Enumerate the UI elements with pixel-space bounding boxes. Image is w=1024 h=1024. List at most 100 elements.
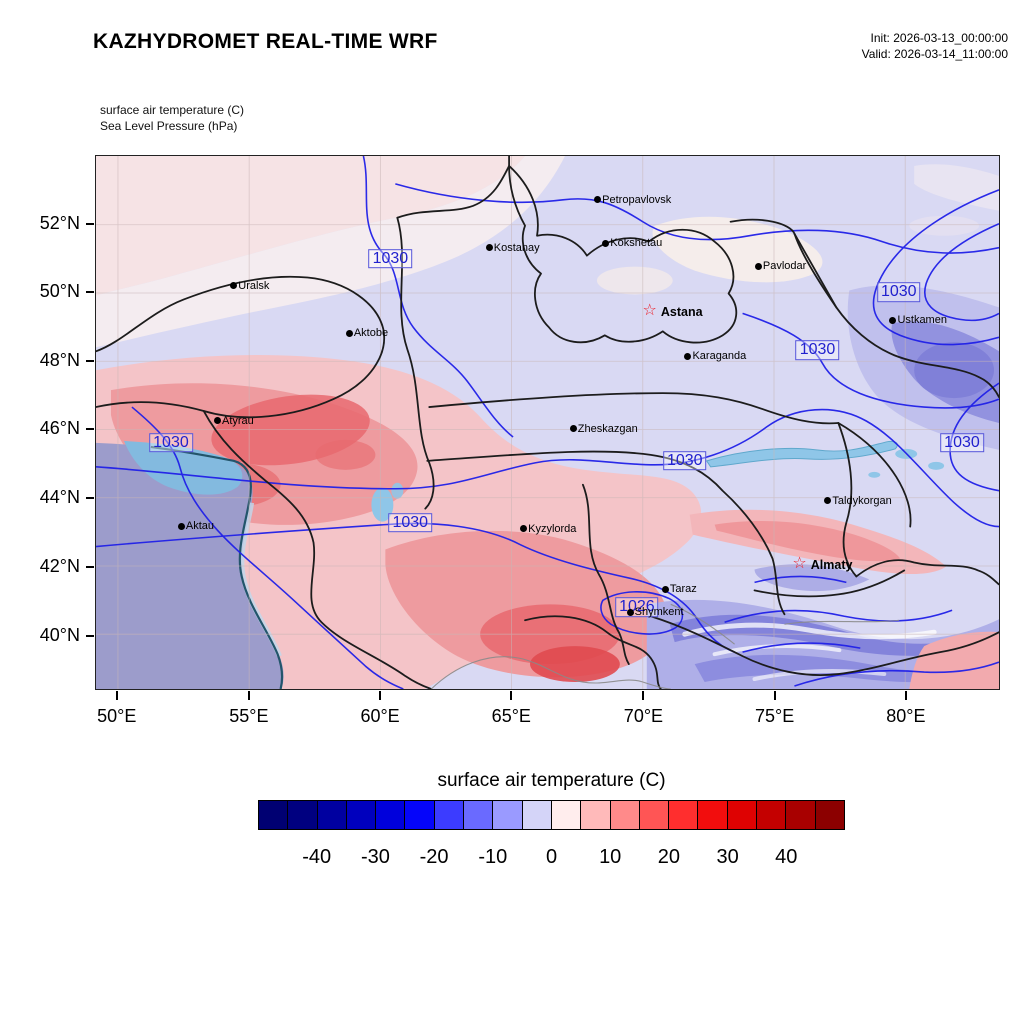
colorbar-segment-17 [757, 801, 787, 829]
x-axis-label: 75°E [755, 706, 795, 726]
city-marker-shymkent: Shymkent [626, 606, 684, 619]
y-axis-label: 42°N [39, 555, 80, 576]
city-label: Zheskazgan [577, 422, 638, 435]
colorbar-segment-0 [259, 801, 289, 829]
y-axis-label: 52°N [39, 213, 80, 233]
city-label: Pavlodar [762, 260, 807, 273]
city-dot-icon [345, 329, 353, 337]
city-dot-icon [754, 262, 762, 270]
map-canvas: Petropavlovsk Kostanay Kokshetau Pavlodar Ur… [95, 155, 1000, 690]
pressure-label-1030-4: 1030 [662, 451, 707, 471]
city-dot-icon [520, 525, 528, 533]
y-axis-label: 50°N [39, 281, 80, 302]
model-run-info: Init: 2026-03-13_00:00:00 Valid: 2026-03… [862, 31, 1008, 62]
colorbar-segment-15 [698, 801, 728, 829]
city-marker-taraz: Taraz [661, 583, 697, 595]
colorbar-segment-2 [317, 801, 347, 829]
colorbar-segment-9 [522, 801, 552, 829]
city-label: Uralsk [238, 279, 270, 292]
city-dot-icon [889, 316, 897, 324]
y-axis-label: 44°N [39, 486, 80, 507]
y-axis-tick [86, 428, 94, 431]
y-axis-tick [86, 359, 94, 362]
y-axis-label: 40°N [39, 624, 80, 645]
temperature-colorbar [258, 800, 845, 830]
city-marker-aktau: Aktau [177, 520, 215, 533]
colorbar-tick-label: -40 [302, 846, 332, 868]
page-title: KAZHYDROMET REAL-TIME WRF [93, 30, 438, 53]
colorbar-tick-label: 10 [599, 846, 622, 868]
city-marker-kyzylorda: Kyzylorda [520, 523, 576, 535]
x-axis-tick [904, 691, 907, 700]
x-axis-label: 65°E [491, 706, 531, 726]
colorbar-tick-label: -30 [360, 846, 390, 868]
city-marker-petropavlovsk: Petropavlovsk [594, 194, 671, 206]
colorbar-segment-4 [376, 801, 406, 829]
city-dot-icon [485, 244, 493, 252]
city-marker-astana: ☆ Astana [643, 303, 703, 320]
city-dot-icon [626, 608, 634, 616]
pressure-label-1030-1: 1030 [876, 282, 921, 303]
city-marker-ustkamen: Ustkamen [889, 314, 947, 326]
city-marker-atyrau: Atyrau [214, 415, 254, 427]
city-marker-kostanay: Kostanay [485, 242, 540, 254]
city-marker-zheskazgan: Zheskazgan [569, 422, 638, 435]
colorbar-segment-12 [610, 801, 640, 829]
city-dot-icon [177, 522, 185, 530]
colorbar-segment-13 [639, 801, 670, 829]
pressure-label-1030-2: 1030 [795, 340, 840, 360]
colorbar-segment-10 [551, 801, 582, 829]
init-time-label: Init: 2026-03-13_00:00:00 [870, 31, 1008, 45]
colorbar-segment-6 [434, 801, 465, 829]
y-axis-label: 48°N [39, 349, 80, 370]
city-dot-icon [214, 417, 221, 425]
y-axis-tick [86, 565, 94, 568]
pressure-label-1026-7: 1026 [615, 597, 659, 618]
city-marker-taldykorgan: Taldykorgan [824, 494, 892, 507]
pressure-label-1030-5: 1030 [940, 432, 984, 453]
capital-star-icon: ☆ [792, 555, 807, 573]
city-dot-icon [602, 239, 610, 247]
x-axis-label: 55°E [229, 706, 269, 726]
city-dot-icon [230, 282, 238, 290]
colorbar-segment-19 [815, 801, 844, 829]
pressure-label-1030-0: 1030 [368, 249, 413, 269]
y-axis-tick [86, 223, 94, 225]
city-label: Taldykorgan [832, 494, 892, 507]
y-axis-label: 46°N [39, 418, 80, 439]
y-axis-tick [86, 634, 94, 637]
city-label: Kokshetau [610, 237, 663, 250]
temperature-pressure-map-art [96, 156, 999, 689]
city-marker-almaty: ☆ Almaty [792, 556, 852, 573]
temperature-layer-label: surface air temperature (C) [100, 103, 245, 117]
x-axis-tick [379, 691, 382, 700]
x-axis-tick [115, 691, 118, 700]
city-dot-icon [594, 196, 602, 204]
city-label: Shymkent [634, 606, 684, 619]
x-axis-tick [642, 691, 645, 700]
city-label: Kyzylorda [528, 522, 577, 535]
city-marker-pavlodar: Pavlodar [754, 260, 807, 273]
city-dot-icon [824, 497, 832, 505]
colorbar-segment-1 [288, 801, 318, 829]
city-label: Aktau [185, 520, 215, 533]
colorbar-tick-label: 20 [657, 846, 681, 868]
city-label: Astana [660, 305, 703, 320]
x-axis-label: 60°E [360, 706, 400, 726]
city-marker-uralsk: Uralsk [230, 280, 269, 292]
colorbar-title: surface air temperature (C) [437, 770, 666, 791]
colorbar-tick-label: 0 [545, 846, 558, 868]
city-label: Ustkamen [897, 314, 947, 327]
colorbar-segment-7 [464, 801, 494, 829]
colorbar-tick-label: -20 [419, 846, 449, 868]
valid-time-label: Valid: 2026-03-14_11:00:00 [861, 46, 1008, 61]
colorbar-segment-11 [581, 801, 611, 829]
city-label: Karaganda [692, 350, 747, 363]
pressure-label-1030-3: 1030 [149, 432, 193, 453]
y-axis-tick [86, 291, 94, 294]
layer-labels: surface air temperature (C) Sea Level Pr… [100, 103, 244, 134]
colorbar-tick-label: 40 [775, 846, 798, 868]
city-dot-icon [569, 425, 577, 433]
colorbar-segment-14 [669, 801, 699, 829]
